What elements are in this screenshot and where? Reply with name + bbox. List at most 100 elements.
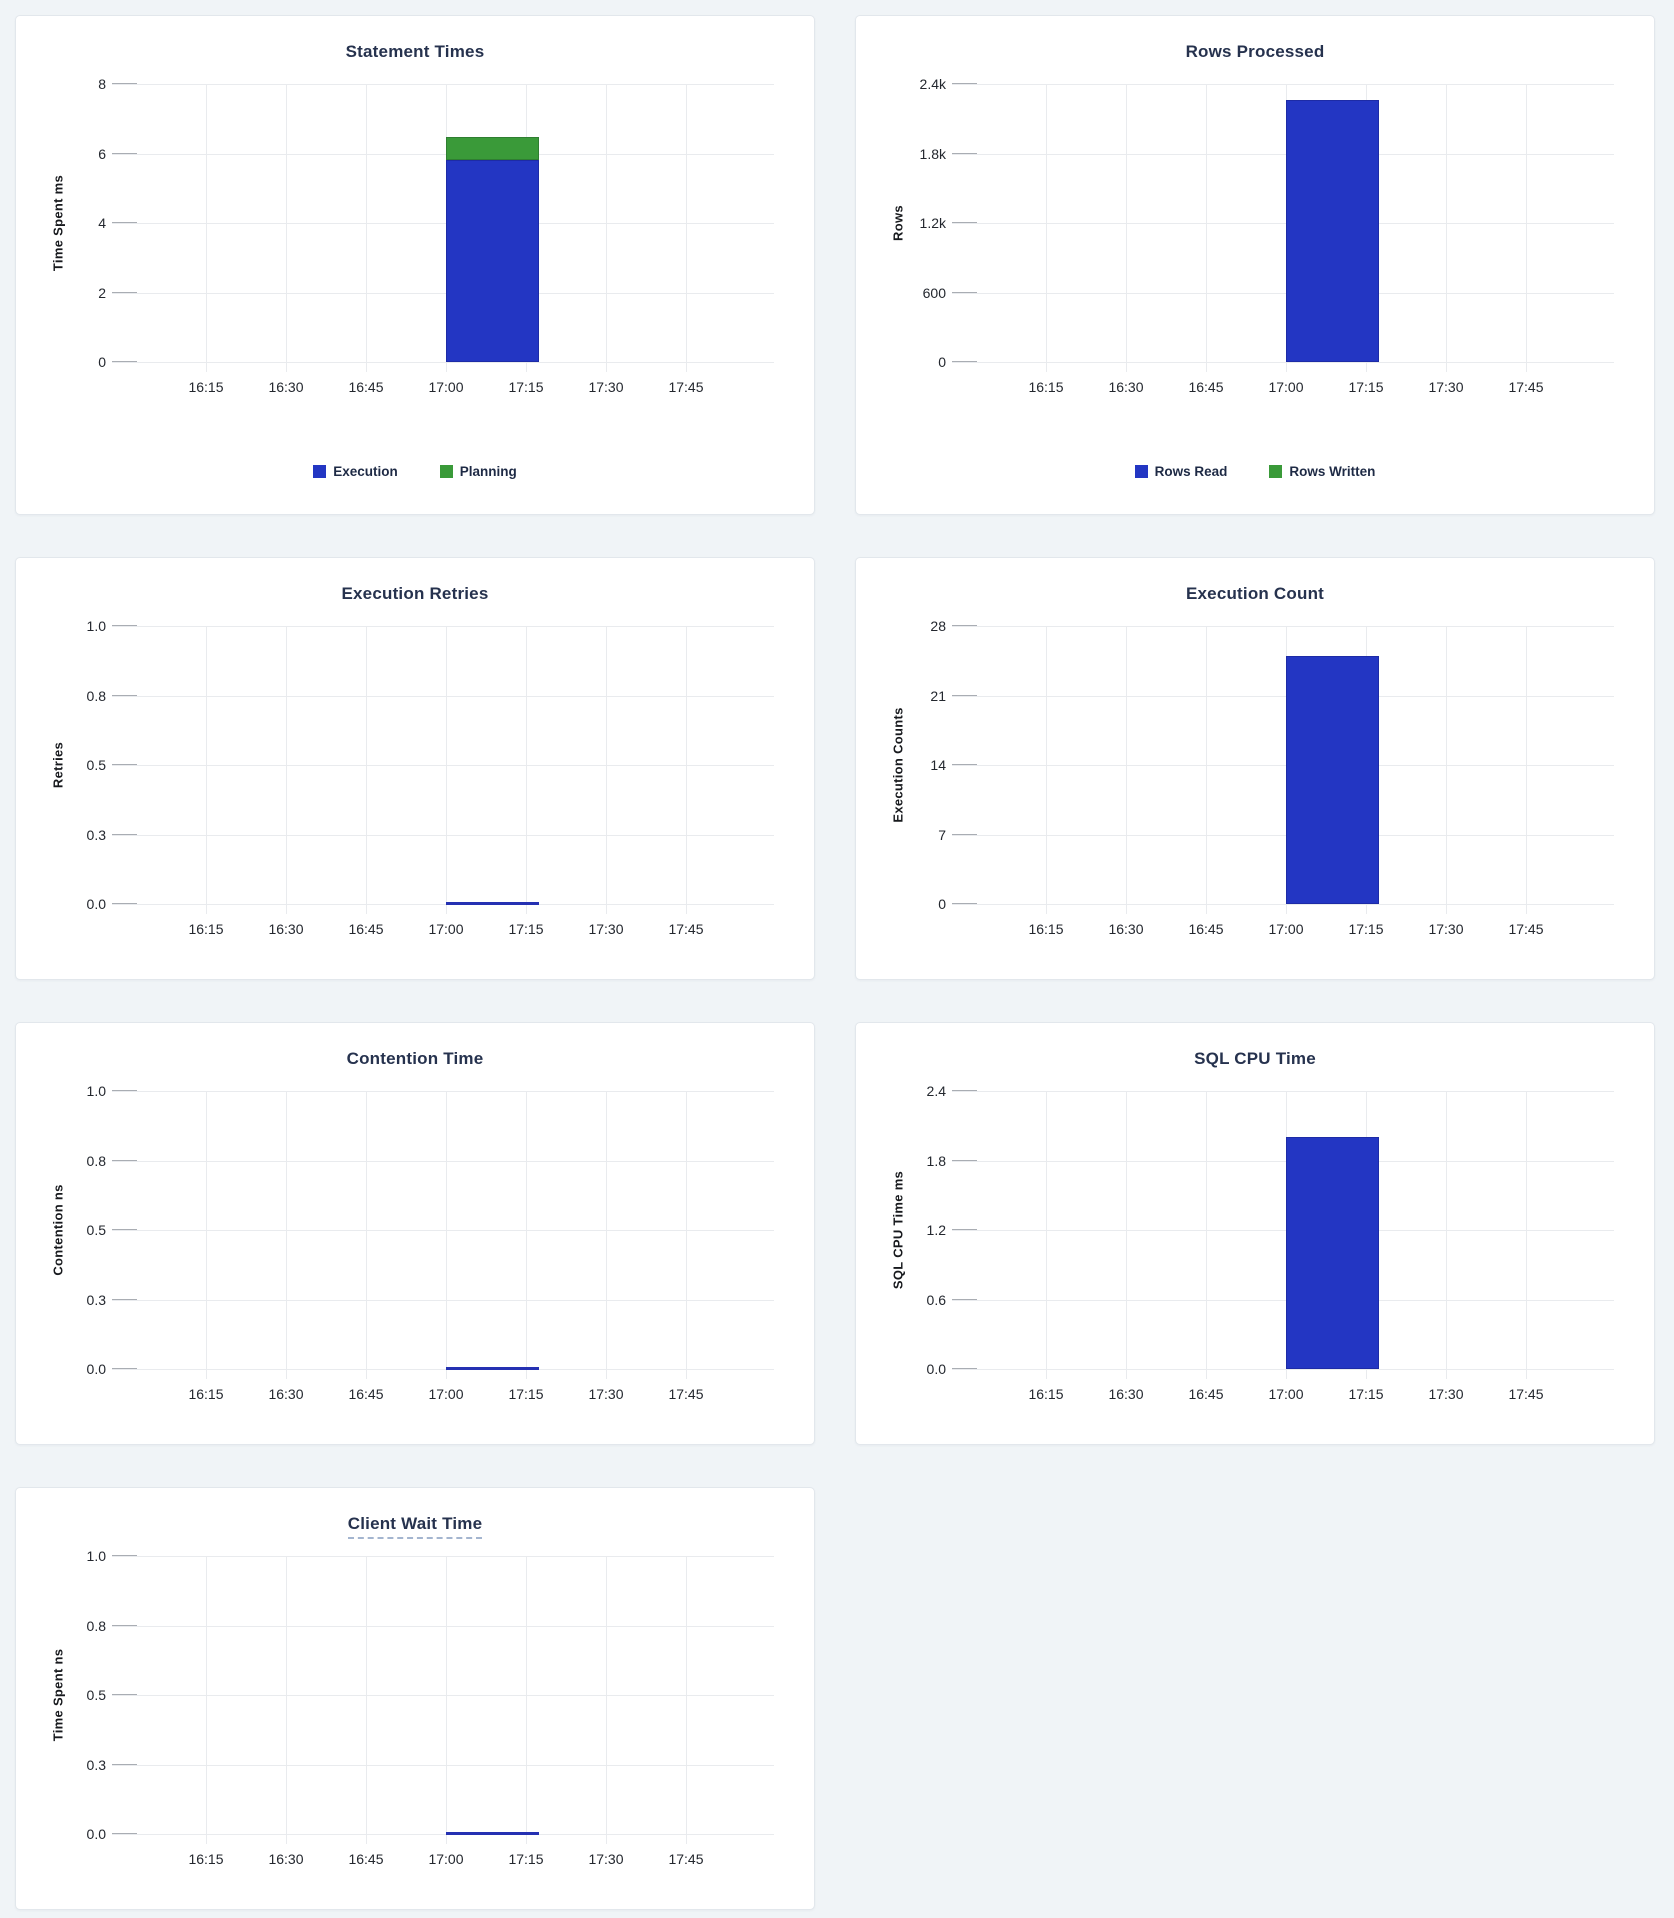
v-gridline [1126, 84, 1127, 372]
x-tick-label: 16:45 [1188, 1386, 1224, 1402]
v-gridline [686, 626, 687, 914]
x-tick-label: 16:30 [268, 1851, 304, 1867]
y-tick-label: 0 [98, 354, 106, 370]
v-gridline [286, 84, 287, 372]
x-tick-label: 17:30 [588, 921, 624, 937]
y-tick-mark [112, 694, 137, 697]
bar-segment-sql-cpu-time[interactable] [1286, 1137, 1379, 1369]
v-gridline [1046, 1091, 1047, 1379]
h-gridline [952, 1300, 1614, 1301]
chart-panel-statement-times: Statement Times Time Spent ms 8 6 4 2 0 16:15 16… [15, 15, 815, 515]
x-tick-label: 17:15 [508, 1386, 544, 1402]
x-tick-label: 17:45 [668, 921, 704, 937]
v-gridline [1526, 626, 1527, 914]
legend-label: Rows Written [1289, 464, 1376, 479]
v-gridline [446, 1556, 447, 1844]
y-tick-label: 0.5 [86, 1222, 106, 1238]
bar-zero-value[interactable] [446, 902, 539, 905]
v-gridline [206, 1091, 207, 1379]
y-tick-mark [112, 1298, 137, 1301]
h-gridline [112, 904, 774, 905]
v-gridline [1446, 626, 1447, 914]
bar-segment-execution[interactable] [446, 160, 539, 362]
x-tick-label: 16:15 [188, 1386, 224, 1402]
x-tick-label: 17:00 [1268, 1386, 1304, 1402]
chart-title-text: Execution Count [1185, 584, 1325, 603]
chart-title-text[interactable]: Client Wait Time [347, 1514, 483, 1539]
x-tick-label: 17:15 [508, 379, 544, 395]
x-tick-label: 17:30 [588, 1851, 624, 1867]
h-gridline [952, 84, 1614, 85]
y-tick-label: 0.0 [86, 1361, 106, 1377]
x-tick-label: 16:15 [188, 1851, 224, 1867]
h-gridline [952, 1161, 1614, 1162]
v-gridline [366, 84, 367, 372]
v-gridline [606, 1556, 607, 1844]
h-gridline [952, 362, 1614, 363]
legend-item-rows-read: Rows Read [1134, 464, 1228, 479]
h-gridline [112, 1230, 774, 1231]
v-gridline [686, 84, 687, 372]
h-gridline [952, 1230, 1614, 1231]
y-tick-label: 2 [98, 284, 106, 301]
chart-title-text: SQL CPU Time [1194, 1049, 1316, 1068]
v-gridline [206, 1556, 207, 1844]
x-tick-label: 17:45 [1508, 921, 1544, 937]
x-tick-label: 16:30 [1108, 1386, 1144, 1402]
x-tick-label: 17:45 [668, 1851, 704, 1867]
y-tick-label: 0.0 [86, 896, 106, 912]
bar-segment-planning[interactable] [446, 136, 539, 161]
chart-title-text: Statement Times [345, 42, 485, 61]
v-gridline [526, 1091, 527, 1379]
x-tick-label: 16:15 [188, 921, 224, 937]
h-gridline [112, 154, 774, 155]
x-tick-label: 16:45 [348, 1386, 384, 1402]
y-tick-label: 2.4k [919, 76, 946, 92]
v-gridline [1046, 84, 1047, 372]
x-tick-label: 16:15 [1028, 1386, 1064, 1402]
y-tick-mark [952, 1298, 977, 1301]
legend-item-execution: Execution [313, 464, 398, 479]
legend-swatch-icon [439, 465, 453, 478]
y-tick-mark [112, 833, 137, 836]
bar-segment-execution-count[interactable] [1286, 655, 1379, 904]
h-gridline [952, 1091, 1614, 1092]
h-gridline [952, 293, 1614, 294]
v-gridline [1126, 626, 1127, 914]
y-tick-label: 0.0 [926, 1361, 946, 1377]
x-tick-label: 16:30 [1108, 379, 1144, 395]
v-gridline [1446, 1091, 1447, 1379]
v-gridline [366, 1091, 367, 1379]
v-gridline [1446, 84, 1447, 372]
chart-title: Statement Times [16, 42, 814, 62]
h-gridline [112, 835, 774, 836]
y-tick-label: 0.5 [86, 757, 106, 773]
h-gridline [112, 1695, 774, 1696]
legend-swatch-icon [1269, 465, 1283, 478]
legend-item-planning: Planning [439, 464, 517, 479]
legend-label: Planning [459, 464, 517, 479]
legend-swatch-icon [1134, 465, 1148, 478]
v-gridline [1206, 84, 1207, 372]
bar-zero-value[interactable] [446, 1832, 539, 1835]
x-tick-label: 17:30 [588, 1386, 624, 1402]
h-gridline [952, 904, 1614, 905]
x-tick-label: 16:30 [268, 921, 304, 937]
x-tick-label: 17:30 [1428, 921, 1464, 937]
y-tick-mark [952, 291, 977, 294]
v-gridline [206, 84, 207, 372]
h-gridline [112, 223, 774, 224]
x-tick-label: 16:45 [348, 1851, 384, 1867]
legend-label: Rows Read [1154, 464, 1228, 479]
v-gridline [606, 626, 607, 914]
y-tick-label: 0 [938, 354, 946, 370]
bar-segment-rows-read[interactable] [1286, 100, 1379, 362]
chart-legend: Rows Read Rows Written [856, 464, 1654, 479]
v-gridline [686, 1556, 687, 1844]
y-tick-label: 0.8 [86, 1617, 106, 1634]
x-tick-label: 17:15 [1348, 921, 1384, 937]
x-tick-label: 17:00 [428, 1851, 464, 1867]
y-tick-label: 0.3 [86, 1291, 106, 1308]
y-tick-label: 1.2k [919, 215, 946, 231]
bar-zero-value[interactable] [446, 1367, 539, 1370]
